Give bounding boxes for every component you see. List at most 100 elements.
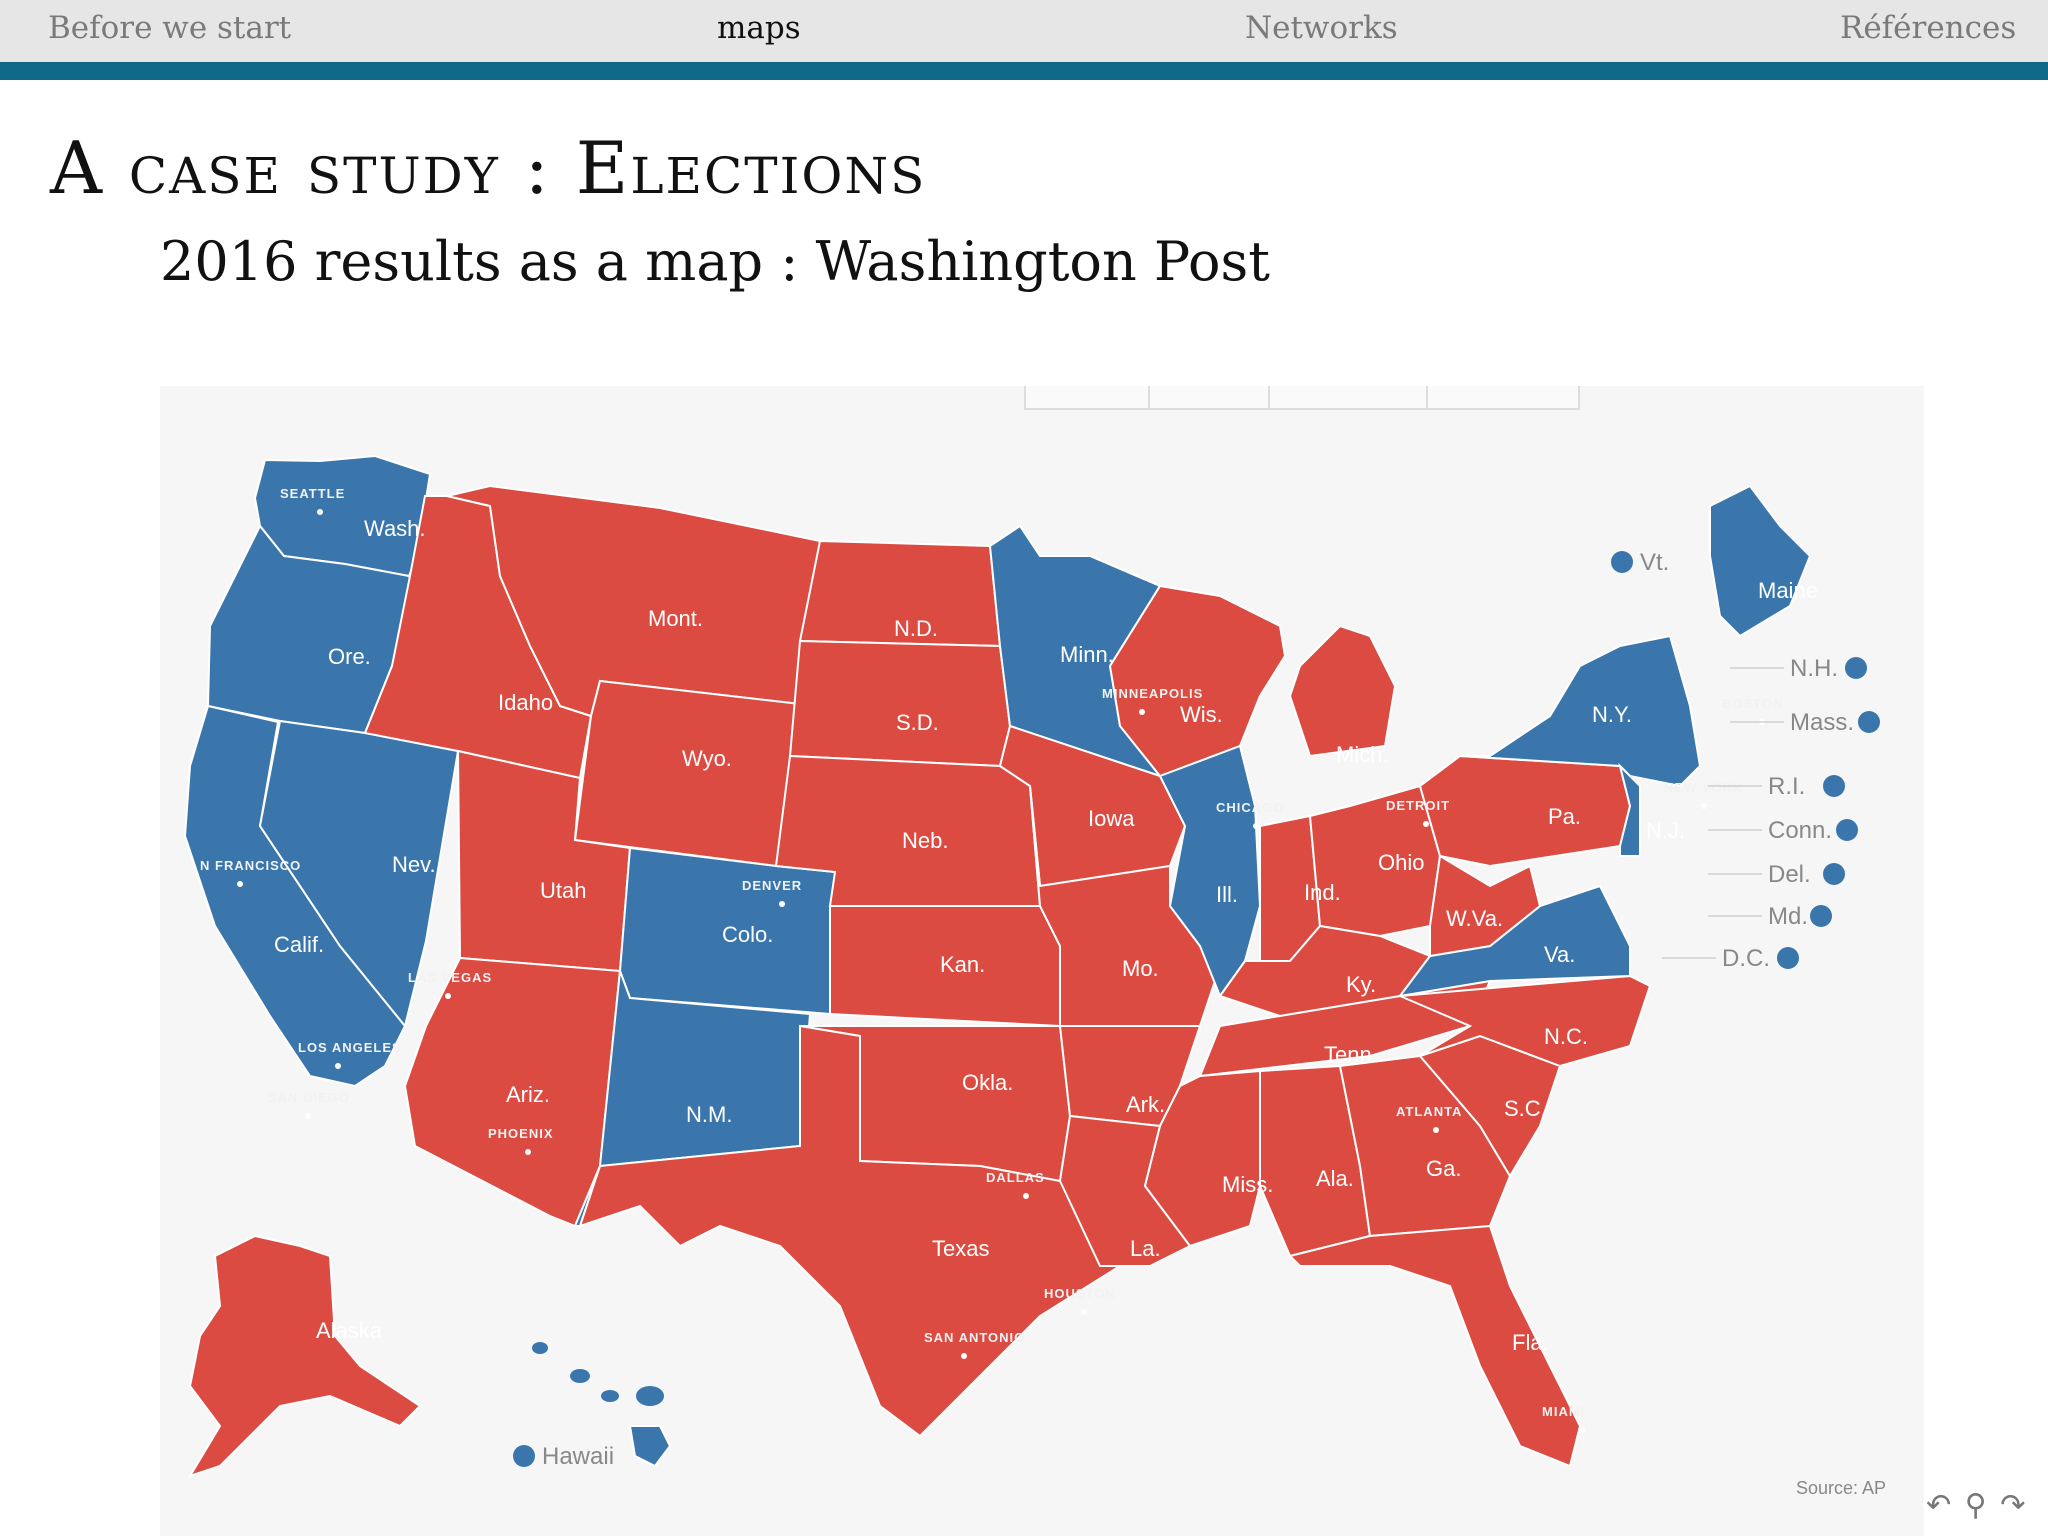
- city-marker: [1253, 823, 1259, 829]
- small-state-label: D.C.: [1722, 945, 1770, 972]
- map-tab-stub: [1024, 386, 1152, 410]
- zoom-icon[interactable]: ⚲: [1964, 1488, 1987, 1523]
- nav-item-maps[interactable]: maps: [717, 10, 801, 46]
- small-state-dot: [1836, 819, 1858, 841]
- state-label: N.Y.: [1592, 702, 1632, 727]
- city-label: N FRANCISCO: [200, 858, 301, 873]
- state-nc[interactable]: [1399, 974, 1652, 1068]
- state-label: Iowa: [1088, 806, 1135, 831]
- state-fla[interactable]: [1288, 1224, 1582, 1468]
- state-label: N.C.: [1544, 1024, 1588, 1049]
- state-label: Miss.: [1222, 1172, 1273, 1197]
- state-label: Nev.: [392, 852, 436, 877]
- small-state-label: R.I.: [1768, 773, 1805, 800]
- state-label: Hawaii: [542, 1443, 614, 1470]
- small-state-dot: [1810, 905, 1832, 927]
- state-wva[interactable]: [1429, 854, 1542, 958]
- city-marker: [1081, 1309, 1087, 1315]
- state-label: Idaho: [498, 690, 553, 715]
- state-label: Mo.: [1122, 956, 1159, 981]
- city-label: HOUSTON: [1044, 1286, 1116, 1301]
- state-texas[interactable]: [578, 1024, 1122, 1438]
- back-icon[interactable]: ↶: [1926, 1488, 1952, 1523]
- state-sd[interactable]: [788, 639, 1012, 768]
- small-state-dot: [1823, 863, 1845, 885]
- state-label: Ky.: [1346, 972, 1376, 997]
- state-label: N.M.: [686, 1102, 732, 1127]
- state-label: Va.: [1544, 942, 1575, 967]
- state-label: Ariz.: [506, 1082, 550, 1107]
- state-label: Kan.: [940, 952, 985, 977]
- city-marker: [525, 1149, 531, 1155]
- state-wis[interactable]: [1108, 584, 1287, 778]
- state-label: Okla.: [962, 1070, 1013, 1095]
- state-label: Utah: [540, 878, 586, 903]
- city-marker: [779, 901, 785, 907]
- city-marker: [335, 1063, 341, 1069]
- us-map-svg: Wash. Ore. Calif. Nev. Idaho Mont. Wyo. Utah Col…: [183, 454, 1886, 1498]
- state-label: Tenn.: [1324, 1042, 1378, 1067]
- nav-item-references[interactable]: Références: [1840, 10, 2017, 46]
- small-state-dot: [1845, 657, 1867, 679]
- state-label: N.J.: [1646, 818, 1685, 843]
- state-maine[interactable]: [1709, 484, 1812, 638]
- city-label: MIAMI: [1542, 1404, 1585, 1419]
- navbar-accent-rule: [0, 62, 2048, 80]
- nav-item-before-we-start[interactable]: Before we start: [48, 10, 292, 46]
- small-state-label: Md.: [1768, 903, 1808, 930]
- state-mich[interactable]: [1288, 624, 1397, 758]
- city-marker: [1423, 821, 1429, 827]
- state-label: Ind.: [1304, 880, 1341, 905]
- state-hawaii[interactable]: [628, 1425, 672, 1468]
- city-marker: [1579, 1427, 1585, 1433]
- small-state-label: Conn.: [1768, 817, 1832, 844]
- state-label: La.: [1130, 1236, 1161, 1261]
- city-marker: [445, 993, 451, 999]
- state-pa[interactable]: [1418, 754, 1632, 868]
- election-map: Wash. Ore. Calif. Nev. Idaho Mont. Wyo. Utah Col…: [160, 386, 1924, 1536]
- hawaii-island: [532, 1342, 548, 1354]
- city-marker: [1701, 803, 1707, 809]
- state-label: Ohio: [1378, 850, 1424, 875]
- state-label: Wis.: [1180, 702, 1223, 727]
- small-state-label: Vt.: [1640, 549, 1669, 576]
- state-label: Pa.: [1548, 804, 1581, 829]
- small-state-dot: [1823, 775, 1845, 797]
- nav-item-networks[interactable]: Networks: [1245, 10, 1398, 46]
- city-label: LOS ANGELES: [298, 1040, 402, 1055]
- hawaii-island: [636, 1386, 664, 1406]
- city-marker: [1023, 1193, 1029, 1199]
- state-label: Wash.: [364, 516, 426, 541]
- state-label: Alaska: [316, 1318, 383, 1343]
- city-marker: [237, 881, 243, 887]
- state-wyo[interactable]: [573, 679, 802, 868]
- state-label: Colo.: [722, 922, 773, 947]
- state-alaska[interactable]: [187, 1234, 422, 1478]
- state-label: Mich.: [1336, 742, 1389, 767]
- city-label: BOSTON: [1722, 696, 1783, 711]
- city-label: ATLANTA: [1396, 1104, 1462, 1119]
- city-label: CHICAGO: [1216, 800, 1284, 815]
- map-tab-stub: [1426, 386, 1580, 410]
- city-label: SAN DIEGO: [268, 1090, 350, 1105]
- state-label: S.D.: [896, 710, 939, 735]
- section-navbar: Before we start maps Networks Références: [0, 0, 2048, 80]
- state-label: Ala.: [1316, 1166, 1354, 1191]
- state-label: W.Va.: [1446, 906, 1503, 931]
- city-label: NEW YORK: [1664, 780, 1743, 795]
- map-tab-stub: [1148, 386, 1272, 410]
- city-label: DALLAS: [986, 1170, 1045, 1185]
- state-label: Maine: [1758, 578, 1818, 603]
- state-label: Fla.: [1512, 1330, 1549, 1355]
- city-label: SAN ANTONIO: [924, 1330, 1025, 1345]
- state-label: Wyo.: [682, 746, 732, 771]
- city-marker: [317, 509, 323, 515]
- small-state-label: Del.: [1768, 861, 1811, 888]
- hawaii-island: [570, 1369, 590, 1383]
- city-label: LAS VEGAS: [408, 970, 492, 985]
- forward-icon[interactable]: ↷: [2000, 1488, 2026, 1523]
- state-label: Ill.: [1216, 882, 1238, 907]
- state-ny[interactable]: [1459, 634, 1702, 788]
- state-nj[interactable]: [1618, 762, 1641, 857]
- slide-title: A case study : Elections: [50, 126, 927, 210]
